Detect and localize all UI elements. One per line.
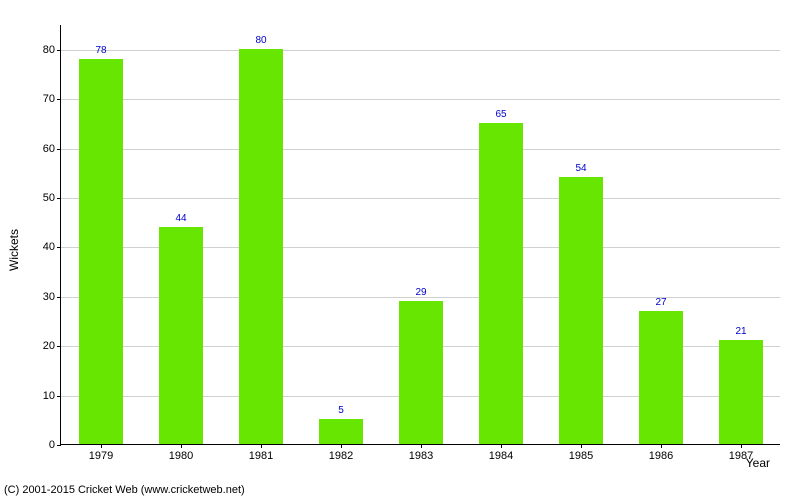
bar: 27 <box>639 311 683 444</box>
y-tick-mark <box>57 445 61 446</box>
x-tick-mark <box>261 444 262 448</box>
bar-value-label: 54 <box>559 163 603 174</box>
bar: 21 <box>719 340 763 444</box>
bar-value-label: 29 <box>399 287 443 298</box>
y-tick-label: 50 <box>43 192 55 204</box>
x-tick-mark <box>661 444 662 448</box>
y-tick-mark <box>57 346 61 347</box>
y-tick-mark <box>57 99 61 100</box>
bar-value-label: 78 <box>79 45 123 56</box>
y-axis-label: Wickets <box>7 229 21 271</box>
grid-line <box>61 99 780 100</box>
bar-value-label: 44 <box>159 213 203 224</box>
x-tick-label: 1985 <box>569 450 593 462</box>
x-tick-mark <box>741 444 742 448</box>
grid-line <box>61 50 780 51</box>
y-tick-label: 40 <box>43 241 55 253</box>
bar-value-label: 27 <box>639 297 683 308</box>
y-tick-mark <box>57 149 61 150</box>
y-tick-label: 70 <box>43 93 55 105</box>
bar: 29 <box>399 301 443 444</box>
grid-line <box>61 149 780 150</box>
x-tick-label: 1980 <box>169 450 193 462</box>
y-tick-mark <box>57 198 61 199</box>
x-tick-mark <box>581 444 582 448</box>
plot-area: 0102030405060708078197944198080198151982… <box>60 25 780 445</box>
bar: 5 <box>319 419 363 444</box>
y-tick-mark <box>57 297 61 298</box>
bar: 44 <box>159 227 203 444</box>
x-tick-mark <box>501 444 502 448</box>
bar: 80 <box>239 49 283 444</box>
x-axis-label: Year <box>746 456 770 470</box>
bar: 65 <box>479 123 523 444</box>
bar: 78 <box>79 59 123 444</box>
bar: 54 <box>559 177 603 444</box>
copyright-text: (C) 2001-2015 Cricket Web (www.cricketwe… <box>4 484 245 496</box>
x-tick-mark <box>181 444 182 448</box>
x-tick-mark <box>421 444 422 448</box>
bar-value-label: 80 <box>239 35 283 46</box>
y-tick-label: 10 <box>43 390 55 402</box>
bar-value-label: 5 <box>319 405 363 416</box>
x-tick-label: 1986 <box>649 450 673 462</box>
chart-container: Wickets 0 10 20 30 40 50 60 70 80 78 1979 44 1980 80 1… <box>0 0 800 500</box>
x-tick-label: 1979 <box>89 450 113 462</box>
x-tick-mark <box>101 444 102 448</box>
bar-value-label: 21 <box>719 326 763 337</box>
y-tick-label: 20 <box>43 340 55 352</box>
y-tick-label: 30 <box>43 291 55 303</box>
x-tick-label: 1984 <box>489 450 513 462</box>
y-tick-label: 60 <box>43 143 55 155</box>
y-tick-label: 0 <box>49 439 55 451</box>
x-tick-mark <box>341 444 342 448</box>
bar-value-label: 65 <box>479 109 523 120</box>
x-tick-label: 1983 <box>409 450 433 462</box>
grid-line <box>61 198 780 199</box>
y-tick-mark <box>57 396 61 397</box>
y-tick-mark <box>57 247 61 248</box>
x-tick-label: 1982 <box>329 450 353 462</box>
y-tick-label: 80 <box>43 44 55 56</box>
x-tick-label: 1981 <box>249 450 273 462</box>
y-tick-mark <box>57 50 61 51</box>
